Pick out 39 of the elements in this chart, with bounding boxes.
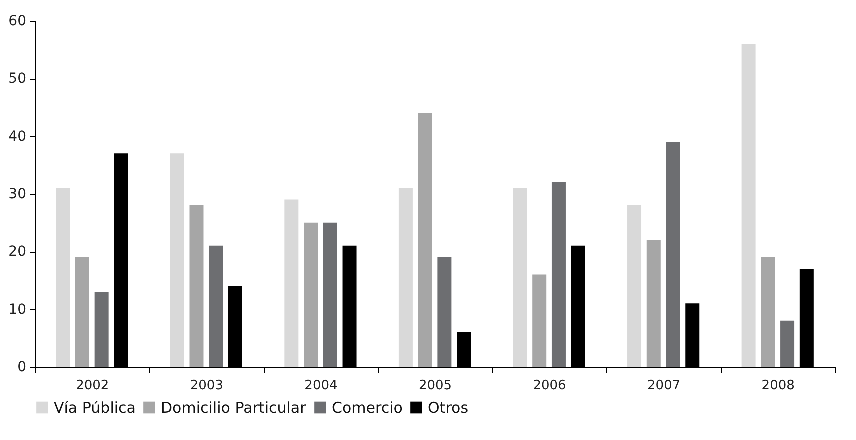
x-tick-label: 2008	[762, 378, 795, 394]
y-tick-label: 10	[8, 302, 26, 318]
bar	[780, 320, 795, 367]
x-tick-label: 2003	[190, 378, 224, 394]
bar	[284, 200, 299, 367]
bar	[532, 274, 547, 367]
y-tick-label: 50	[8, 71, 26, 88]
bar	[56, 188, 70, 367]
bar	[513, 188, 528, 367]
bar	[304, 222, 318, 367]
y-tick-label: 40	[8, 128, 26, 145]
bar	[190, 206, 204, 367]
bar	[666, 142, 680, 367]
bar	[628, 206, 642, 367]
x-tick-label: 2002	[76, 378, 110, 394]
bar	[742, 44, 756, 367]
legend-label: Domicilio Particular	[161, 398, 308, 417]
bar	[418, 113, 432, 367]
bar	[94, 292, 109, 367]
y-tick-label: 30	[8, 186, 26, 202]
x-tick-label: 2006	[533, 378, 566, 394]
x-tick-label: 2004	[304, 378, 338, 394]
bar	[75, 257, 90, 367]
bar	[761, 257, 776, 367]
bar	[170, 154, 184, 367]
y-tick-label: 0	[18, 360, 26, 376]
bar	[552, 182, 566, 367]
legend-label: Vía Pública	[54, 398, 136, 417]
bar	[398, 188, 413, 367]
x-tick-label: 2005	[418, 378, 452, 394]
legend-label: Comercio	[332, 398, 403, 417]
bar	[209, 246, 224, 367]
y-tick-label: 20	[8, 244, 26, 260]
x-tick-label: 2007	[648, 378, 681, 394]
y-tick-label: 60	[8, 14, 26, 30]
legend-label: Otros	[428, 398, 469, 417]
bar	[323, 222, 338, 367]
bar	[646, 240, 661, 367]
bar	[438, 257, 452, 367]
